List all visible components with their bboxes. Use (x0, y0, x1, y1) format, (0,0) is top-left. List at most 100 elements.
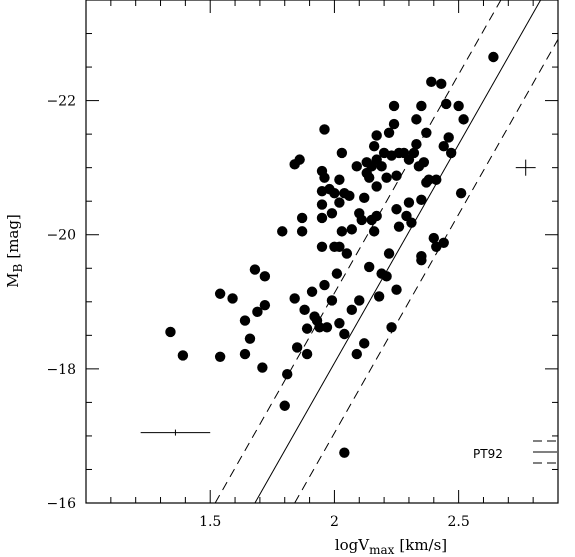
y-tick-label: −20 (46, 228, 76, 244)
data-point (336, 226, 348, 237)
x-tick-label: 2.5 (447, 514, 469, 530)
error-bars (140, 159, 536, 436)
data-point (356, 214, 367, 226)
data-point (321, 322, 333, 333)
data-point (354, 295, 365, 306)
data-point (346, 304, 358, 316)
data-point (418, 157, 430, 168)
data-point (341, 248, 353, 259)
data-point (381, 172, 392, 183)
data-point (383, 127, 395, 138)
data-point (441, 98, 452, 110)
data-point (431, 174, 442, 185)
y-axis-title: MB [mag] (4, 214, 25, 288)
data-point (306, 286, 318, 297)
data-point (368, 226, 380, 237)
data-point (289, 293, 300, 304)
data-point (393, 221, 405, 232)
data-point (165, 326, 176, 338)
data-point (416, 100, 427, 112)
data-point (438, 237, 449, 248)
data-point (391, 170, 402, 181)
data-point (282, 369, 293, 380)
data-point (411, 138, 422, 150)
data-point (177, 350, 189, 361)
data-point (388, 118, 400, 130)
tick-labels: 1.5 2 2.5 −16 −18 −20 −22 (46, 94, 469, 530)
data-point (386, 322, 397, 333)
data-point (416, 250, 427, 262)
x-axis-title-unit: [km/s] (399, 536, 447, 554)
data-point (259, 271, 271, 282)
data-point (406, 217, 417, 228)
data-point (455, 187, 467, 199)
y-tick-label: −18 (46, 362, 76, 378)
dashed-relation-line (214, 0, 502, 503)
data-point (301, 348, 313, 360)
data-point (326, 208, 338, 219)
data-point (346, 224, 358, 235)
data-point (316, 212, 328, 224)
data-point (391, 204, 402, 215)
data-point (453, 100, 464, 112)
data-point (239, 348, 251, 360)
x-tick-label: 2 (330, 514, 339, 530)
data-point (326, 295, 338, 306)
data-point (252, 306, 263, 318)
data-point (331, 268, 343, 279)
data-point (334, 174, 345, 185)
data-point (445, 147, 457, 159)
data-point (316, 199, 328, 210)
data-point (364, 172, 375, 183)
data-point (329, 187, 340, 199)
data-point (339, 447, 350, 458)
data-point (373, 291, 385, 302)
data-point (428, 232, 439, 244)
pt92-key: PT92 (473, 440, 557, 464)
data-point (279, 400, 290, 411)
data-point (319, 124, 330, 135)
data-point (334, 197, 345, 208)
data-point (488, 51, 499, 63)
data-point (316, 241, 328, 253)
data-point (296, 212, 308, 224)
data-point (383, 248, 395, 259)
data-point (291, 342, 303, 353)
data-point (376, 161, 387, 172)
data-point (371, 181, 382, 192)
key-label: PT92 (473, 447, 503, 461)
data-point (227, 293, 238, 304)
data-point (368, 141, 380, 152)
data-point (388, 100, 400, 112)
data-point (319, 172, 330, 183)
data-point (244, 333, 256, 344)
data-point (371, 130, 382, 141)
x-axis-title-main: logV (335, 536, 370, 554)
y-axis-title-unit: [mag] (4, 214, 22, 258)
data-point (423, 174, 435, 185)
data-point (334, 318, 345, 329)
solid-relation-line (254, 0, 542, 503)
data-point (391, 284, 402, 295)
x-tick-label: 1.5 (199, 514, 221, 530)
data-point (371, 210, 382, 222)
data-point (259, 299, 271, 311)
axis-ticks (86, 0, 558, 503)
data-point (411, 114, 422, 125)
data-point (443, 132, 454, 143)
data-points (165, 51, 499, 458)
data-point (299, 304, 310, 316)
data-point (344, 190, 355, 202)
data-point (351, 348, 362, 360)
data-point (339, 328, 350, 340)
data-point (359, 192, 370, 204)
data-point (214, 288, 226, 299)
data-point (314, 322, 325, 333)
data-point (436, 78, 447, 90)
data-point (426, 76, 437, 88)
data-point (408, 147, 420, 159)
relation-lines (214, 0, 558, 503)
data-point (336, 147, 348, 159)
data-point (334, 241, 345, 253)
data-point (403, 197, 415, 208)
